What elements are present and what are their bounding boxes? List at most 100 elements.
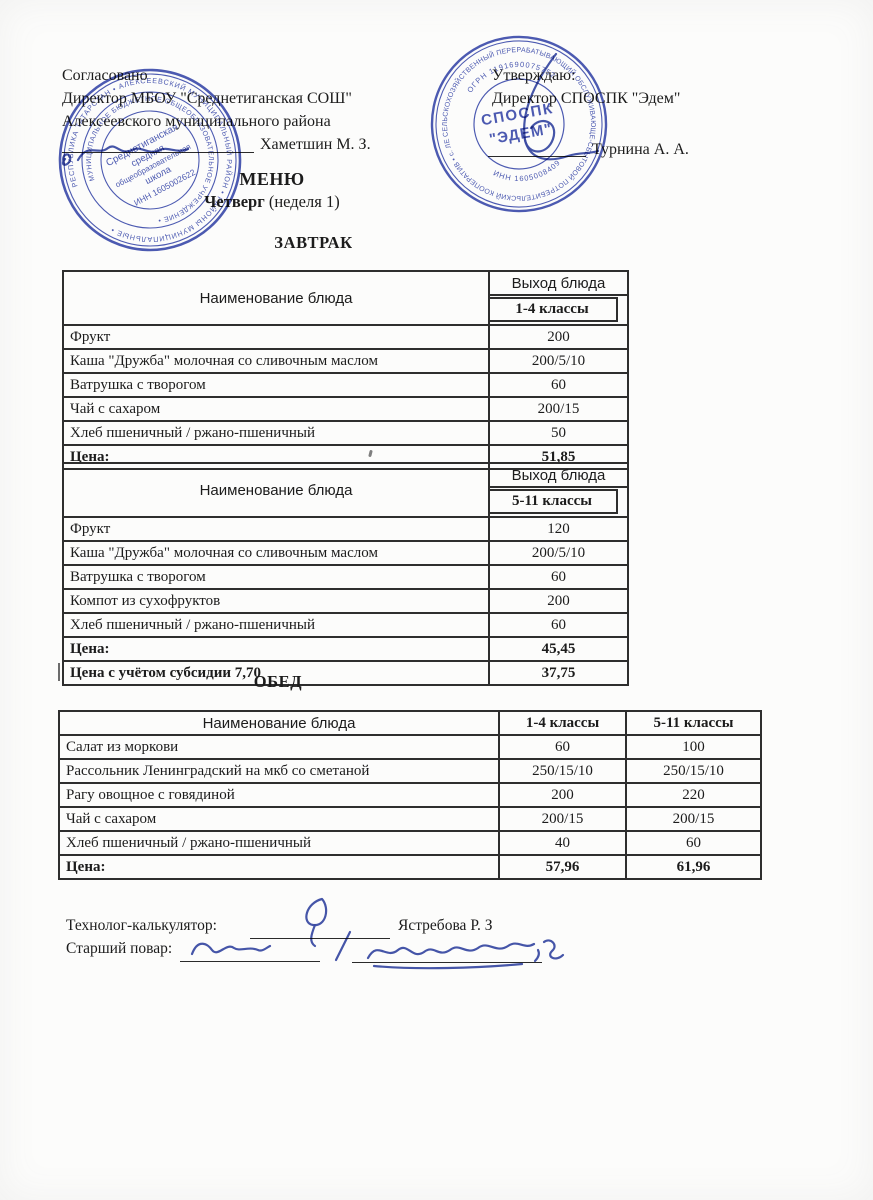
menu-row: Компот из сухофруктов 200: [62, 588, 629, 614]
dish-name: Хлеб пшеничный / ржано-пшеничный: [62, 612, 490, 638]
breakfast-section-title: ЗАВТРАК: [274, 233, 353, 252]
dish-output-5-11: 220: [625, 782, 762, 808]
school-round-stamp: РЕСПУБЛИКА ТАТАРСТАН • АЛЕКСЕЕВСКИЙ МУНИ…: [52, 62, 248, 258]
dish-output-1-4: 200: [498, 782, 627, 808]
day-name: Четверг: [204, 192, 265, 211]
dish-name: Фрукт: [62, 324, 490, 350]
khametshin-signature: [61, 145, 190, 166]
menu-row: Ватрушка с творогом 60: [62, 372, 629, 398]
subsidy-price-label: Цена с учётом субсидии 7,70: [62, 660, 490, 686]
price-label: Цена:: [62, 636, 490, 662]
dish-name: Ватрушка с творогом: [62, 564, 490, 590]
dish-name: Салат из моркови: [58, 734, 500, 760]
dish-name: Чай с сахаром: [58, 806, 500, 832]
edem-director-line: Директор СПОСПК "Эдем": [492, 90, 681, 107]
edem-round-stamp: СЕЛЬСКОХОЗЯЙСТВЕННЫЙ ПЕРЕРАБАТЫВАЮЩИЙ ОБ…: [428, 33, 608, 215]
class-header-1-4: 1-4 классы: [498, 710, 627, 736]
price-row: Цена: 57,96 61,96: [58, 854, 762, 880]
technologist-label: Технолог-калькулятор:: [66, 917, 217, 934]
menu-day-line: Четверг (неделя 1): [142, 192, 402, 212]
signer-name-right: Турнина А. А.: [592, 141, 689, 158]
dish-name-header: Наименование блюда: [58, 710, 500, 736]
dish-output: 200/15: [488, 396, 629, 422]
breakfast-table-1-4: Наименование блюда Выход блюда 1-4 класс…: [62, 270, 629, 470]
dish-output-5-11: 100: [625, 734, 762, 760]
dish-name: Чай с сахаром: [62, 396, 490, 422]
header-row: 5-11 классы: [63, 486, 629, 518]
dish-name: Фрукт: [62, 516, 490, 542]
menu-row: Чай с сахаром 200/15: [62, 396, 629, 422]
breakfast-table-5-11: Наименование блюда Выход блюда 5-11 клас…: [62, 462, 629, 686]
class-header-1-4: 1-4 классы: [491, 297, 618, 322]
header-row: Наименование блюда Выход блюда: [62, 270, 629, 326]
dish-output-5-11: 250/15/10: [625, 758, 762, 784]
dish-name: Каша "Дружба" молочная со сливочным масл…: [62, 540, 490, 566]
dish-name: Хлеб пшеничный / ржано-пшеничный: [58, 830, 500, 856]
output-header: Выход блюда: [488, 462, 629, 488]
price-value: 45,45: [488, 636, 629, 662]
price-value-1-4: 57,96: [498, 854, 627, 880]
technologist-signature-line: [250, 938, 390, 939]
subsidy-price-value: 37,75: [488, 660, 629, 686]
menu-title: МЕНЮ: [239, 169, 305, 189]
scan-artifact-tick: [58, 663, 60, 681]
dish-output-5-11: 200/15: [625, 806, 762, 832]
dish-name-header: Наименование блюда: [62, 270, 490, 326]
price-label: Цена:: [58, 854, 500, 880]
technologist-signature: [305, 897, 328, 948]
dish-output-1-4: 60: [498, 734, 627, 760]
dish-output: 200/5/10: [488, 540, 629, 566]
menu-row: Хлеб пшеничный / ржано-пшеничный 60: [62, 612, 629, 638]
chef-label: Старший повар:: [66, 940, 173, 957]
menu-row: Чай с сахаром 200/15 200/15: [58, 806, 762, 832]
menu-row: Каша "Дружба" молочная со сливочным масл…: [62, 348, 629, 374]
header-row: 1-4 классы: [63, 294, 629, 326]
dish-output: 200/5/10: [488, 348, 629, 374]
dish-output: 60: [488, 612, 629, 638]
chef-signature-line-2: [352, 962, 542, 963]
dish-output-1-4: 200/15: [498, 806, 627, 832]
class-header-cell: 1-4 классы: [488, 294, 629, 326]
menu-row: Салат из моркови 60 100: [58, 734, 762, 760]
dish-name: Рассольник Ленинградский на мкб со смета…: [58, 758, 500, 784]
class-header-cell: 5-11 классы: [488, 486, 629, 518]
signer-name-left: Хаметшин М. З.: [260, 136, 371, 153]
dish-name-header: Наименование блюда: [62, 462, 490, 518]
dish-output: 60: [488, 564, 629, 590]
dish-output-1-4: 40: [498, 830, 627, 856]
dish-name: Ватрушка с творогом: [62, 372, 490, 398]
header-row: Наименование блюда 1-4 классы 5-11 класс…: [58, 710, 762, 736]
dish-name: Рагу овощное с говядиной: [58, 782, 500, 808]
menu-row: Фрукт 120: [62, 516, 629, 542]
dish-output-5-11: 60: [625, 830, 762, 856]
class-header-5-11: 5-11 классы: [491, 489, 618, 514]
menu-row: Рагу овощное с говядиной 200 220: [58, 782, 762, 808]
signature-line-left: [62, 152, 254, 153]
dish-output-1-4: 250/15/10: [498, 758, 627, 784]
subsidy-price-row: Цена с учётом субсидии 7,70 37,75: [62, 660, 629, 686]
chef-signature: [190, 930, 565, 970]
menu-row: Хлеб пшеничный / ржано-пшеничный 40 60: [58, 830, 762, 856]
dish-output: 50: [488, 420, 629, 446]
price-row: Цена: 45,45: [62, 636, 629, 662]
week-label: (неделя 1): [264, 192, 340, 211]
technologist-name: Ястребова Р. З: [398, 917, 493, 934]
dish-name: Компот из сухофруктов: [62, 588, 490, 614]
price-value-5-11: 61,96: [625, 854, 762, 880]
menu-row: Каша "Дружба" молочная со сливочным масл…: [62, 540, 629, 566]
turnina-signature: [523, 52, 600, 161]
dish-output: 200: [488, 324, 629, 350]
district-line: Алексеевского муниципального района: [62, 113, 331, 130]
menu-row: Рассольник Ленинградский на мкб со смета…: [58, 758, 762, 784]
chef-signature-line-1: [180, 961, 320, 962]
menu-row: Хлеб пшеничный / ржано-пшеничный 50: [62, 420, 629, 446]
menu-row: Ватрушка с творогом 60: [62, 564, 629, 590]
dish-name: Хлеб пшеничный / ржано-пшеничный: [62, 420, 490, 446]
header-row: Наименование блюда Выход блюда: [62, 462, 629, 518]
dish-output: 200: [488, 588, 629, 614]
lunch-section-title: ОБЕД: [253, 672, 303, 691]
lunch-table: Наименование блюда 1-4 классы 5-11 класс…: [58, 710, 762, 880]
class-header-5-11: 5-11 классы: [625, 710, 762, 736]
output-header: Выход блюда: [488, 270, 629, 296]
